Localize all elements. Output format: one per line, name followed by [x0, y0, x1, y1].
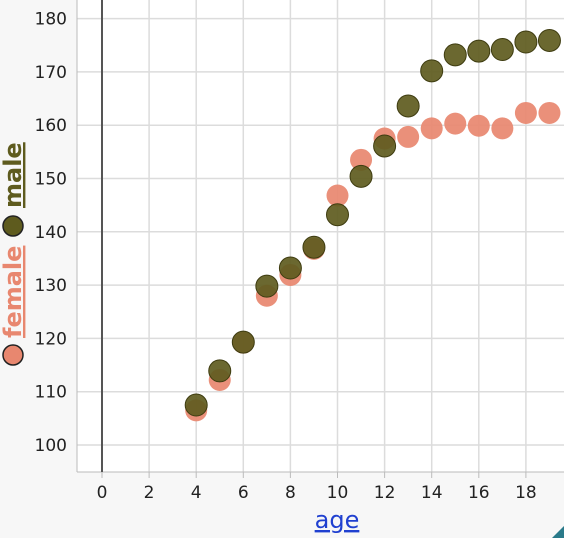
plot-background: [77, 0, 564, 472]
data-point-male[interactable]: [514, 30, 538, 54]
x-tick-label: 6: [238, 483, 249, 503]
data-point-male[interactable]: [373, 134, 397, 158]
series-male: [184, 28, 561, 417]
legend[interactable]: female male: [0, 142, 27, 366]
y-tick-label: 100: [35, 436, 67, 456]
resize-corner-icon[interactable]: [552, 526, 564, 538]
x-tick-label: 14: [421, 483, 443, 503]
x-tick-labels: 0 2 4 6 8 10 12 14 16 18: [97, 472, 537, 503]
data-point-female[interactable]: [397, 125, 420, 148]
data-point-male[interactable]: [231, 330, 255, 354]
data-point-male[interactable]: [255, 274, 279, 298]
x-tick-label: 18: [515, 483, 537, 503]
x-axis-title[interactable]: age: [315, 506, 360, 534]
data-point-female[interactable]: [491, 117, 514, 140]
data-point-male[interactable]: [396, 94, 420, 118]
legend-male-marker[interactable]: [2, 215, 24, 237]
y-tick-label: 130: [35, 276, 67, 296]
x-tick-label: 4: [191, 483, 202, 503]
x-tick-label: 2: [144, 483, 155, 503]
data-point-male[interactable]: [420, 59, 444, 83]
data-point-male[interactable]: [443, 43, 467, 67]
data-point-female[interactable]: [514, 101, 537, 124]
y-tick-label: 160: [35, 116, 67, 136]
y-tick-label: 180: [35, 10, 67, 30]
x-tick-label: 10: [327, 483, 349, 503]
data-points[interactable]: [184, 28, 561, 422]
data-point-female[interactable]: [467, 114, 490, 137]
y-tick-label: 150: [35, 170, 67, 190]
x-tick-label: 16: [468, 483, 490, 503]
y-tick-labels: 100 110 120 130 140 150 160 170 180: [35, 10, 67, 456]
data-point-male[interactable]: [302, 235, 326, 259]
data-point-female[interactable]: [538, 101, 561, 124]
data-point-male[interactable]: [537, 28, 561, 52]
data-point-male[interactable]: [349, 164, 373, 188]
y-tick-label: 120: [35, 329, 67, 349]
x-tick-label: 12: [374, 483, 396, 503]
data-point-female[interactable]: [420, 117, 443, 140]
data-point-male[interactable]: [490, 38, 514, 62]
data-point-female[interactable]: [350, 148, 373, 171]
legend-male-label[interactable]: male: [0, 142, 27, 208]
data-point-female[interactable]: [444, 112, 467, 135]
data-point-male[interactable]: [278, 256, 302, 280]
x-tick-label: 8: [285, 483, 296, 503]
data-point-male[interactable]: [326, 203, 349, 227]
legend-female-marker[interactable]: [2, 344, 24, 366]
legend-female-label[interactable]: female: [0, 246, 27, 338]
x-tick-label: 0: [97, 483, 108, 503]
grid: [77, 0, 564, 472]
data-point-male[interactable]: [208, 359, 232, 383]
y-tick-label: 110: [35, 383, 67, 403]
data-point-male[interactable]: [467, 39, 491, 63]
y-tick-label: 140: [35, 223, 67, 243]
data-point-male[interactable]: [184, 393, 208, 417]
axes: [76, 0, 564, 473]
data-point-female[interactable]: [326, 184, 349, 207]
y-tick-label: 170: [35, 63, 67, 83]
